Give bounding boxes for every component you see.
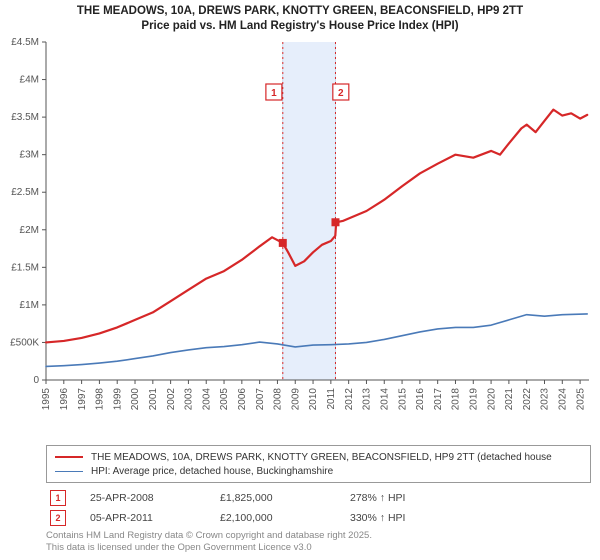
attribution-line-1: Contains HM Land Registry data © Crown c…	[46, 530, 372, 541]
svg-text:2017: 2017	[433, 388, 444, 411]
svg-text:2018: 2018	[451, 388, 462, 411]
svg-text:2003: 2003	[184, 388, 195, 411]
sale-hpi: 278% ↑ HPI	[350, 492, 480, 504]
sale-row: 2 05-APR-2011£2,100,000330% ↑ HPI	[46, 508, 591, 528]
legend-swatch	[55, 456, 83, 458]
svg-text:£2.5M: £2.5M	[11, 187, 39, 198]
chart-container: THE MEADOWS, 10A, DREWS PARK, KNOTTY GRE…	[0, 0, 600, 560]
legend-label: THE MEADOWS, 10A, DREWS PARK, KNOTTY GRE…	[91, 452, 552, 463]
svg-text:£2M: £2M	[20, 225, 39, 236]
sale-badge: 2	[50, 510, 66, 526]
svg-text:0: 0	[33, 375, 39, 386]
svg-text:£4M: £4M	[20, 75, 39, 86]
svg-text:2021: 2021	[504, 388, 515, 411]
svg-text:2025: 2025	[575, 388, 586, 411]
sale-row: 1 25-APR-2008£1,825,000278% ↑ HPI	[46, 488, 591, 508]
svg-text:2013: 2013	[362, 388, 373, 411]
sale-date: 05-APR-2011	[90, 512, 220, 524]
legend-item: THE MEADOWS, 10A, DREWS PARK, KNOTTY GRE…	[55, 450, 582, 464]
svg-text:2015: 2015	[397, 388, 408, 411]
svg-text:2011: 2011	[326, 388, 337, 410]
svg-text:1996: 1996	[59, 388, 70, 411]
svg-text:2000: 2000	[130, 388, 141, 411]
svg-text:2020: 2020	[486, 388, 497, 411]
svg-text:2019: 2019	[468, 388, 479, 411]
svg-text:2010: 2010	[308, 388, 319, 411]
svg-text:2012: 2012	[344, 388, 355, 411]
svg-text:2024: 2024	[557, 388, 568, 411]
attribution-line-2: This data is licensed under the Open Gov…	[46, 542, 312, 553]
attribution: Contains HM Land Registry data © Crown c…	[46, 530, 591, 554]
title-line-2: Price paid vs. HM Land Registry's House …	[141, 20, 458, 32]
legend-swatch	[55, 471, 83, 472]
svg-text:2: 2	[338, 88, 344, 99]
legend-label: HPI: Average price, detached house, Buck…	[91, 466, 333, 477]
svg-text:2004: 2004	[201, 388, 212, 411]
svg-text:1998: 1998	[95, 388, 106, 411]
svg-text:£1M: £1M	[20, 300, 39, 311]
sale-price: £2,100,000	[220, 512, 350, 524]
svg-text:1: 1	[271, 88, 277, 99]
sale-badge: 1	[50, 490, 66, 506]
svg-text:2014: 2014	[379, 388, 390, 411]
legend: THE MEADOWS, 10A, DREWS PARK, KNOTTY GRE…	[46, 445, 591, 483]
svg-text:2001: 2001	[148, 388, 159, 411]
sale-hpi: 330% ↑ HPI	[350, 512, 480, 524]
svg-text:1999: 1999	[112, 388, 123, 411]
svg-text:2016: 2016	[415, 388, 426, 411]
sale-price: £1,825,000	[220, 492, 350, 504]
svg-text:2009: 2009	[290, 388, 301, 411]
svg-text:1997: 1997	[77, 388, 88, 411]
sale-date: 25-APR-2008	[90, 492, 220, 504]
svg-text:£3M: £3M	[20, 150, 39, 161]
svg-text:2002: 2002	[166, 388, 177, 411]
svg-text:2008: 2008	[273, 388, 284, 411]
chart-svg: 0£500K£1M£1.5M£2M£2.5M£3M£3.5M£4M£4.5M19…	[46, 40, 591, 420]
svg-text:2005: 2005	[219, 388, 230, 411]
svg-text:1995: 1995	[41, 388, 52, 411]
svg-text:£500K: £500K	[10, 337, 39, 348]
svg-text:2023: 2023	[540, 388, 551, 411]
chart-plot-area: 0£500K£1M£1.5M£2M£2.5M£3M£3.5M£4M£4.5M19…	[46, 40, 591, 420]
sale-records: 1 25-APR-2008£1,825,000278% ↑ HPI 2 05-APR-…	[46, 488, 591, 528]
svg-text:2022: 2022	[522, 388, 533, 411]
svg-text:2007: 2007	[255, 388, 266, 411]
svg-text:£1.5M: £1.5M	[11, 262, 39, 273]
legend-item: HPI: Average price, detached house, Buck…	[55, 464, 582, 478]
svg-text:2006: 2006	[237, 388, 248, 411]
svg-text:£3.5M: £3.5M	[11, 112, 39, 123]
title-line-1: THE MEADOWS, 10A, DREWS PARK, KNOTTY GRE…	[77, 5, 523, 17]
chart-title: THE MEADOWS, 10A, DREWS PARK, KNOTTY GRE…	[0, 0, 600, 34]
svg-text:£4.5M: £4.5M	[11, 37, 39, 48]
